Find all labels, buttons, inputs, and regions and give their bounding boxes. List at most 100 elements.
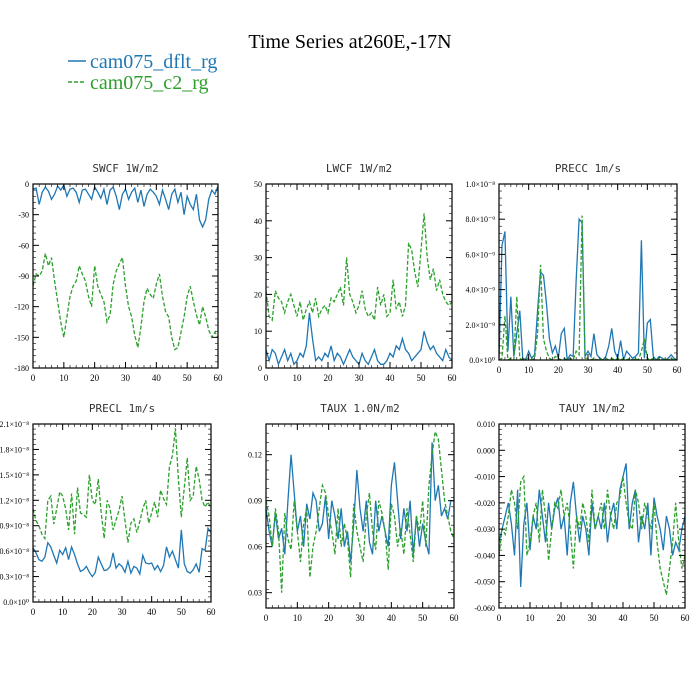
swcf-xtick-label: 0 [31, 373, 36, 383]
panel-tauy: 0 10 20 30 40 50 60 -0.060 -0.050 -0.040 -0.030 -0.… [474, 402, 690, 623]
precc-series-c2 [499, 215, 677, 360]
panel-taux: 0 10 20 30 40 50 60 0.03 0.06 0.09 0.12 TAUX 1.0N/m… [248, 402, 459, 623]
panels: 0 10 20 30 40 50 60 -180 -150 -120 -90 -60 -30 0 SWCF … [0, 162, 690, 623]
lwcf-ytick-label: 40 [254, 217, 262, 226]
precl-xtick-label: 30 [118, 607, 128, 617]
tauy-ytick-label: -0.040 [474, 551, 495, 560]
swcf-xtick-label: 20 [90, 373, 100, 383]
taux-xtick-label: 60 [450, 613, 460, 623]
tauy-ytick-label: -0.010 [474, 473, 495, 482]
taux-ytick-label: 0.12 [248, 451, 262, 460]
tauy-ytick-label: -0.050 [474, 578, 495, 587]
taux-series-c2 [266, 429, 454, 593]
lwcf-ytick-label: 0 [258, 364, 262, 373]
precc-ytick-label: 4.0×10⁻⁹ [465, 286, 495, 295]
taux-xtick-label: 30 [356, 613, 366, 623]
lwcf-xtick-label: 40 [386, 373, 396, 383]
figure-title: Time Series at260E,-17N [248, 31, 451, 53]
legend: cam075_dflt_rg cam075_c2_rg [68, 51, 217, 94]
taux-xtick-label: 10 [293, 613, 303, 623]
precl-panel-title: PRECL 1m/s [89, 402, 155, 415]
precl-series-dflt [33, 526, 211, 578]
tauy-ytick-label: -0.030 [474, 525, 495, 534]
swcf-ytick-label: 0 [25, 180, 29, 189]
precl-series-c2 [33, 428, 211, 543]
lwcf-xtick-label: 60 [448, 373, 458, 383]
precl-xtick-label: 50 [177, 607, 187, 617]
tauy-ytick-label: -0.020 [474, 499, 495, 508]
swcf-ytick-label: -90 [18, 272, 29, 281]
taux-xtick-label: 0 [264, 613, 269, 623]
lwcf-ytick-label: 10 [254, 327, 262, 336]
swcf-series-dflt [33, 184, 218, 229]
tauy-ytick-label: 0.010 [477, 420, 495, 429]
precl-ytick-label: 2.1×10⁻⁸ [0, 420, 29, 429]
swcf-ytick-label: -120 [14, 303, 29, 312]
swcf-ytick-label: -60 [18, 241, 29, 250]
lwcf-series-dflt [266, 312, 452, 367]
tauy-xtick-label: 50 [650, 613, 660, 623]
lwcf-xtick-label: 10 [293, 373, 303, 383]
taux-panel-title: TAUX 1.0N/m2 [320, 402, 399, 415]
precl-ytick-label: 0.3×10⁻⁸ [0, 573, 29, 582]
precc-panel-title: PRECC 1m/s [555, 162, 621, 175]
swcf-xtick-label: 60 [214, 373, 224, 383]
precc-ytick-label: 2.0×10⁻⁹ [465, 321, 495, 330]
tauy-series-c2 [499, 474, 685, 596]
lwcf-xtick-label: 30 [355, 373, 365, 383]
legend-label-dflt: cam075_dflt_rg [90, 51, 217, 73]
tauy-panel-title: TAUY 1N/m2 [559, 402, 625, 415]
panel-swcf: 0 10 20 30 40 50 60 -180 -150 -120 -90 -60 -30 0 SWCF … [14, 162, 223, 383]
lwcf-ytick-label: 20 [254, 290, 262, 299]
taux-frame [265, 423, 455, 609]
precl-xtick-label: 20 [88, 607, 98, 617]
precc-ytick-label: 0.0×10⁰ [469, 356, 495, 365]
precc-xtick-label: 50 [643, 365, 653, 375]
lwcf-ytick-label: 30 [254, 254, 262, 263]
lwcf-panel-title: LWCF 1W/m2 [326, 162, 392, 175]
swcf-ytick-label: -180 [14, 364, 29, 373]
precc-xtick-label: 40 [613, 365, 623, 375]
lwcf-ytick-label: 50 [254, 180, 262, 189]
swcf-ytick-label: -30 [18, 211, 29, 220]
precl-ytick-label: 0.9×10⁻⁸ [0, 522, 29, 531]
precc-xtick-label: 30 [584, 365, 594, 375]
legend-label-c2: cam075_c2_rg [90, 72, 209, 94]
taux-ytick-label: 0.09 [248, 497, 262, 506]
taux-ytick-label: 0.03 [248, 589, 262, 598]
taux-xtick-label: 50 [418, 613, 428, 623]
precl-ytick-label: 1.5×10⁻⁸ [0, 471, 29, 480]
precc-xtick-label: 60 [673, 365, 683, 375]
lwcf-series-c2 [266, 213, 452, 322]
swcf-xtick-label: 50 [183, 373, 193, 383]
precc-ytick-label: 1.0×10⁻⁸ [465, 180, 495, 189]
precc-ytick-label: 6.0×10⁻⁹ [465, 250, 495, 259]
panel-precl: 0 10 20 30 40 50 60 0.0×10⁰ 0.3×10⁻⁸ 0.6×10⁻⁸ 0.9×… [0, 402, 216, 617]
swcf-panel-title: SWCF 1W/m2 [92, 162, 158, 175]
panel-precc: 0 10 20 30 40 50 60 0.0×10⁰ 2.0×10⁻⁹ 4.0×10⁻⁹ 6.0×… [465, 162, 682, 375]
swcf-xtick-label: 40 [152, 373, 162, 383]
lwcf-frame [265, 183, 453, 369]
precl-ytick-label: 0.6×10⁻⁸ [0, 547, 29, 556]
panel-lwcf: 0 10 20 30 40 50 60 0 10 20 30 40 50 LWCF 1W/m2 [254, 162, 457, 383]
tauy-ytick-label: 0.000 [477, 446, 495, 455]
swcf-ytick-label: -150 [14, 333, 29, 342]
tauy-series-dflt [499, 463, 685, 588]
tauy-xtick-label: 40 [619, 613, 629, 623]
lwcf-xtick-label: 50 [417, 373, 427, 383]
taux-xtick-label: 20 [324, 613, 334, 623]
precc-xtick-label: 10 [524, 365, 534, 375]
tauy-xtick-label: 10 [526, 613, 536, 623]
swcf-xtick-label: 10 [59, 373, 69, 383]
precl-frame [32, 423, 212, 603]
precl-ytick-label: 0.0×10⁰ [3, 598, 29, 607]
swcf-series-c2 [33, 253, 218, 351]
precl-xtick-label: 0 [31, 607, 36, 617]
precc-frame [498, 183, 678, 361]
precc-xtick-label: 0 [497, 365, 502, 375]
tauy-ytick-label: -0.060 [474, 604, 495, 613]
precc-series-dflt [499, 217, 677, 360]
precl-xtick-label: 60 [207, 607, 217, 617]
swcf-xtick-label: 30 [121, 373, 131, 383]
